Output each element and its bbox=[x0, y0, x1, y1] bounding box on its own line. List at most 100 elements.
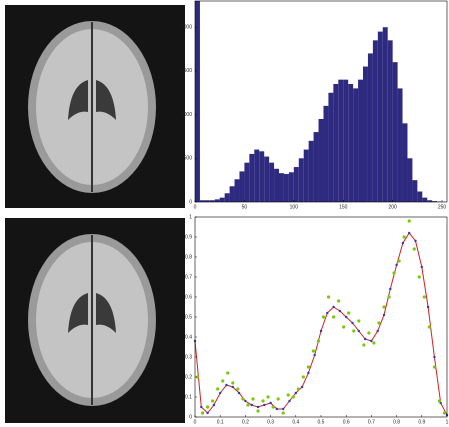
scatter-point bbox=[277, 397, 280, 400]
scatter-point bbox=[433, 365, 436, 368]
x-tick-label: 0.6 bbox=[343, 419, 350, 425]
scatter-point bbox=[272, 405, 275, 408]
bar bbox=[393, 62, 398, 202]
bar bbox=[333, 84, 338, 202]
line-marker bbox=[345, 316, 347, 318]
line-marker bbox=[320, 330, 322, 332]
scatter-point bbox=[362, 343, 365, 346]
y-tick-label: 0.8 bbox=[185, 254, 192, 260]
x-tick-label: 0.2 bbox=[242, 419, 249, 425]
x-tick-label: 0 bbox=[194, 419, 197, 425]
scatter-point bbox=[201, 411, 204, 414]
scatter-point bbox=[438, 399, 441, 402]
line-marker bbox=[301, 386, 303, 388]
bar bbox=[407, 158, 412, 202]
scatter-point bbox=[382, 305, 385, 308]
scatter-point bbox=[256, 409, 259, 412]
scatter-point bbox=[241, 397, 244, 400]
scatter-point bbox=[317, 339, 320, 342]
line-marker bbox=[238, 392, 240, 394]
bar bbox=[417, 192, 422, 202]
line-marker bbox=[377, 330, 379, 332]
x-tick-label: 200 bbox=[388, 204, 397, 210]
bar bbox=[289, 172, 294, 202]
bar bbox=[254, 150, 259, 202]
line-marker bbox=[358, 330, 360, 332]
scatter-point bbox=[216, 387, 219, 390]
scatter-point bbox=[287, 393, 290, 396]
bar bbox=[378, 32, 383, 202]
bar bbox=[244, 163, 249, 202]
scatter-point bbox=[337, 299, 340, 302]
y-tick-label: 0.9 bbox=[185, 234, 192, 240]
scatter-point bbox=[297, 387, 300, 390]
y-tick-label: 0.2 bbox=[185, 374, 192, 380]
line-marker bbox=[219, 392, 221, 394]
line-marker bbox=[282, 408, 284, 410]
bar bbox=[195, 1, 200, 202]
line-marker bbox=[288, 400, 290, 402]
line-marker bbox=[408, 232, 410, 234]
line-marker bbox=[389, 288, 391, 290]
bar bbox=[235, 179, 240, 202]
line-marker bbox=[421, 266, 423, 268]
bar bbox=[368, 53, 373, 202]
scatter-point bbox=[292, 395, 295, 398]
line-marker bbox=[257, 406, 259, 408]
line-marker bbox=[414, 240, 416, 242]
x-tick-label: 0 bbox=[194, 204, 197, 210]
y-tick-label: 1 bbox=[189, 214, 192, 220]
line-marker bbox=[402, 242, 404, 244]
scatter-point bbox=[443, 411, 446, 414]
line-marker bbox=[251, 404, 253, 406]
line-marker bbox=[307, 372, 309, 374]
line-marker bbox=[314, 354, 316, 356]
brain-image bbox=[5, 218, 185, 423]
scatter-point bbox=[307, 365, 310, 368]
bar bbox=[328, 93, 333, 202]
scatter-point bbox=[367, 331, 370, 334]
bar bbox=[323, 106, 328, 202]
scatter-point bbox=[398, 259, 401, 262]
bar bbox=[264, 157, 269, 202]
x-tick-label: 0.5 bbox=[318, 419, 325, 425]
scatter-point bbox=[372, 341, 375, 344]
scatter-point bbox=[266, 395, 269, 398]
line-marker bbox=[276, 408, 278, 410]
x-tick-label: 100 bbox=[290, 204, 299, 210]
scatter-point bbox=[357, 319, 360, 322]
scatter-point bbox=[282, 411, 285, 414]
scatter-point bbox=[428, 325, 431, 328]
y-tick-label: 500 bbox=[184, 156, 193, 162]
y-tick-label: 0.6 bbox=[185, 294, 192, 300]
x-tick-label: 0.7 bbox=[368, 419, 375, 425]
x-tick-label: 150 bbox=[339, 204, 348, 210]
bar bbox=[299, 158, 304, 202]
bar bbox=[383, 27, 388, 202]
bar bbox=[239, 171, 244, 202]
x-tick-label: 0.3 bbox=[267, 419, 274, 425]
line-marker bbox=[326, 312, 328, 314]
x-tick-label: 250 bbox=[438, 204, 447, 210]
x-tick-label: 0.4 bbox=[292, 419, 299, 425]
bar bbox=[398, 88, 403, 202]
scatter-point bbox=[423, 295, 426, 298]
y-tick-label: 0 bbox=[189, 414, 192, 420]
line-marker bbox=[200, 406, 202, 408]
scatter-point bbox=[221, 379, 224, 382]
scatter-point bbox=[236, 387, 239, 390]
bar bbox=[314, 132, 319, 202]
line-marker bbox=[351, 322, 353, 324]
x-tick-label: 0.8 bbox=[393, 419, 400, 425]
bar bbox=[353, 88, 358, 202]
scatter-point bbox=[408, 219, 411, 222]
bar bbox=[230, 186, 235, 202]
scatter-point bbox=[403, 235, 406, 238]
scatter-point bbox=[211, 399, 214, 402]
scatter-point bbox=[347, 311, 350, 314]
scatter-point bbox=[413, 247, 416, 250]
scatter-point bbox=[342, 325, 345, 328]
y-tick-label: 0.1 bbox=[185, 394, 192, 400]
bar bbox=[373, 40, 378, 202]
scatter-point bbox=[352, 329, 355, 332]
